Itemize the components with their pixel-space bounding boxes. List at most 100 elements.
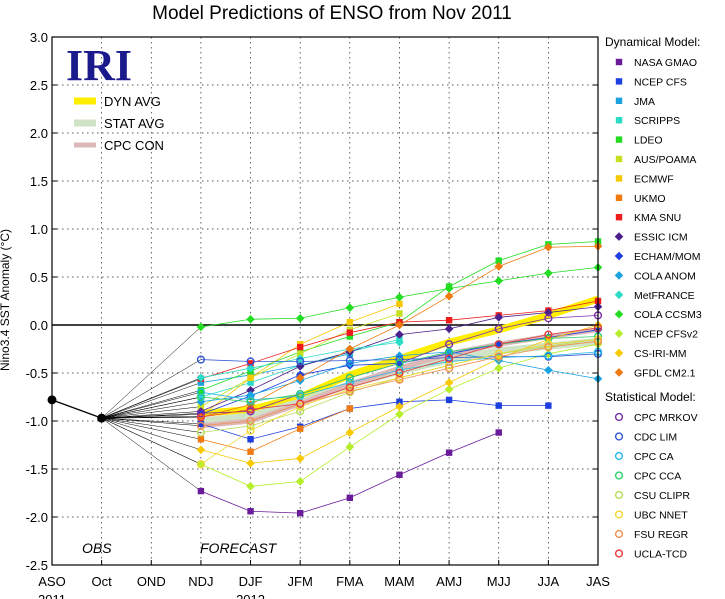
series-line: [200, 353, 350, 383]
data-point: [197, 403, 205, 410]
y-tick-label: -1.5: [26, 462, 48, 477]
connector-line: [101, 417, 201, 427]
data-point: [246, 481, 255, 491]
data-point: [197, 420, 205, 428]
legend-marker: [615, 214, 623, 221]
series-line: [200, 339, 599, 465]
iri-logo: IRI: [66, 41, 132, 90]
connector-line: [101, 417, 202, 492]
data-point: [495, 257, 502, 264]
legend-label: NASA GMAO: [634, 57, 697, 69]
forecast-label: FORECAST: [200, 540, 278, 556]
legend-marker: [614, 549, 624, 558]
data-point: [494, 349, 503, 358]
data-point: [396, 300, 403, 308]
data-point: [544, 330, 553, 339]
legend-marker: [615, 117, 623, 124]
legend-label: COLA CCSM3: [634, 309, 702, 321]
legend-label: UCLA-TCD: [634, 549, 688, 561]
data-point: [296, 390, 305, 399]
data-point: [295, 313, 305, 323]
data-point: [196, 392, 206, 402]
legend-marker: [614, 348, 624, 358]
y-tick-label: 1.5: [30, 174, 48, 189]
data-point: [345, 344, 355, 354]
connector-line: [101, 377, 202, 419]
data-point: [196, 413, 206, 422]
model-markers: [196, 238, 603, 517]
legend-label: AUS/POAMA: [634, 154, 696, 166]
legend-label: MetFRANCE: [634, 290, 695, 302]
connector-line: [101, 417, 201, 440]
obs-line: [51, 399, 102, 419]
data-point: [197, 487, 205, 495]
y-tick-label: 0.5: [30, 270, 48, 285]
data-point: [494, 262, 504, 271]
x-tick-label: DJF: [239, 574, 263, 589]
legend-marker: [614, 432, 624, 441]
y-tick-label: -2.5: [26, 558, 48, 573]
data-point: [345, 383, 354, 392]
data-point: [544, 242, 553, 252]
data-point: [494, 276, 504, 286]
data-point: [544, 334, 553, 343]
data-point: [196, 409, 206, 418]
data-point: [395, 409, 404, 419]
legend-label: CPC MRKOV: [634, 412, 698, 424]
series-line: [200, 399, 549, 440]
data-point: [544, 308, 553, 317]
connector-line: [101, 396, 201, 419]
data-point: [247, 374, 254, 381]
y-tick-label: 3.0: [30, 30, 48, 45]
data-point: [246, 357, 255, 366]
data-point: [445, 449, 453, 456]
legend-marker: [615, 175, 623, 182]
x-tick-label: Oct: [92, 574, 113, 589]
legend-label: SCRIPPS: [634, 115, 680, 127]
data-point: [544, 342, 553, 352]
data-point: [295, 454, 305, 463]
legend-marker: [614, 368, 624, 377]
data-point: [247, 508, 254, 515]
y-axis-ticks: 3.0 2.5 2.0 1.5 1.0 0.5 0.0 -0.5 -1.0 -1.5 -2.0 -2.…: [26, 30, 598, 573]
data-point: [197, 379, 205, 386]
data-point: [295, 373, 305, 383]
y-tick-label: 2.5: [30, 78, 48, 93]
data-point: [196, 460, 206, 469]
connector-line: [101, 401, 201, 419]
legend-marker: [614, 510, 624, 519]
legend-label: FSU REGR: [634, 529, 689, 541]
connector-line: [101, 382, 201, 419]
data-point: [396, 310, 403, 317]
data-point: [345, 387, 354, 396]
data-point: [346, 329, 354, 336]
legend-label: CPC CA: [634, 451, 674, 463]
data-point: [296, 509, 304, 517]
data-point: [246, 397, 255, 406]
connector-line: [101, 417, 201, 425]
obs-label: OBS: [82, 540, 112, 556]
data-point: [395, 330, 404, 339]
data-point: [395, 368, 404, 378]
legend-label: KMA SNU: [634, 212, 681, 224]
data-point: [197, 387, 205, 394]
chart-title: Model Predictions of ENSO from Nov 2011: [152, 3, 512, 24]
connector-line: [101, 417, 202, 465]
series-line: [200, 340, 599, 427]
data-point: [246, 421, 255, 430]
data-point: [247, 360, 254, 367]
data-point: [196, 388, 206, 397]
data-point: [444, 354, 454, 363]
data-point: [444, 284, 454, 293]
legend-marker: [615, 78, 623, 85]
data-point: [246, 405, 255, 414]
x-year-label: 2012: [236, 592, 265, 599]
data-point: [545, 402, 552, 409]
data-point: [296, 402, 305, 411]
data-point: [395, 355, 404, 364]
data-point: [246, 416, 255, 426]
data-point: [395, 337, 404, 347]
legend-marker: [614, 251, 624, 261]
legend-marker: [614, 290, 624, 300]
